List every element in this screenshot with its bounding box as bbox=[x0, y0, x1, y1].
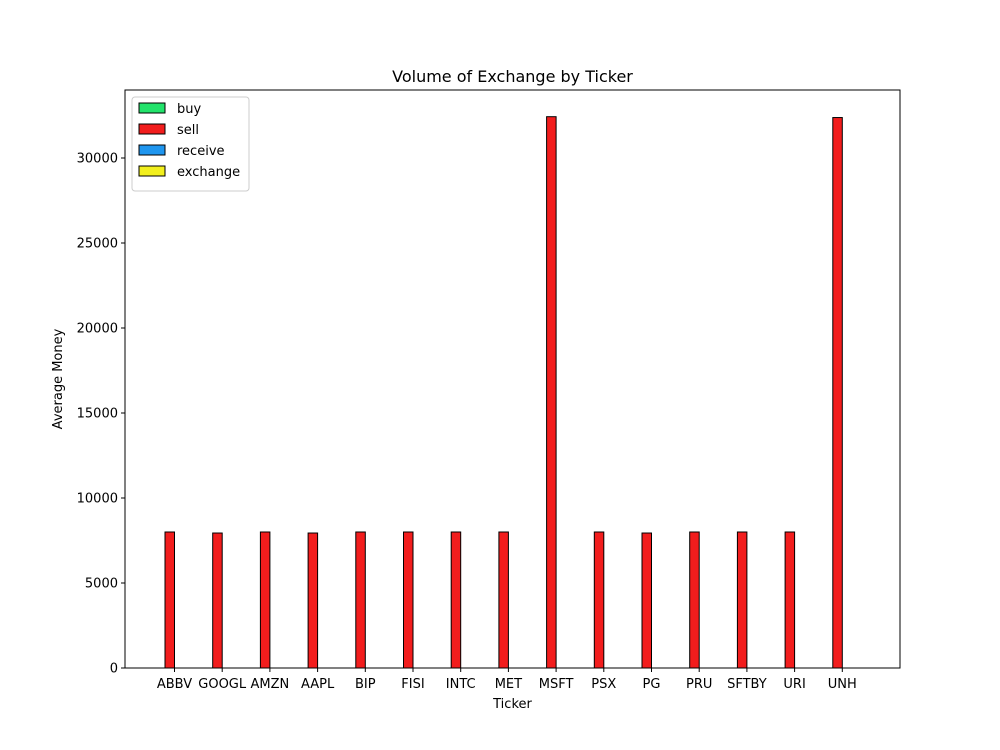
bar-sell-unh bbox=[832, 117, 843, 669]
x-tick-label-psx: PSX bbox=[591, 677, 616, 692]
bar-sell-aapl bbox=[307, 532, 319, 669]
bar-sell-pg bbox=[641, 532, 652, 669]
y-tick-label: 20000 bbox=[77, 322, 118, 337]
chart-title: Volume of Exchange by Ticker bbox=[392, 67, 633, 86]
bar-sell-abbv bbox=[164, 531, 175, 669]
bar-sell-intc bbox=[450, 531, 462, 669]
bar-sell-fisi bbox=[403, 531, 414, 669]
y-axis-label: Average Money bbox=[51, 328, 66, 429]
y-tick-label: 10000 bbox=[77, 492, 118, 507]
bar-sell-uri bbox=[784, 531, 796, 669]
y-axis: 0 5000 10000 15000 20000 25000 30000 bbox=[77, 152, 125, 677]
x-tick-label-uri: URI bbox=[783, 677, 805, 692]
x-tick-label-abbv: ABBV bbox=[157, 677, 192, 692]
y-tick-label: 25000 bbox=[77, 237, 118, 252]
x-tick-label-bip: BIP bbox=[355, 677, 376, 692]
x-tick-label-pru: PRU bbox=[686, 677, 712, 692]
legend: buy sell receive exchange bbox=[131, 96, 250, 192]
legend-swatch-sell bbox=[138, 123, 166, 135]
legend-swatch-receive bbox=[138, 144, 166, 156]
y-tick-label: 0 bbox=[110, 662, 118, 677]
x-tick-label-intc: INTC bbox=[446, 677, 476, 692]
bar-sell-amzn bbox=[259, 531, 271, 669]
x-tick-label-aapl: AAPL bbox=[301, 677, 335, 692]
legend-label-buy: buy bbox=[177, 102, 201, 117]
x-tick-label-googl: GOOGL bbox=[198, 677, 247, 692]
bar-sell-psx bbox=[593, 531, 605, 669]
x-tick-label-fisi: FISI bbox=[401, 677, 424, 692]
plot-frame bbox=[124, 89, 901, 669]
bar-sell-met bbox=[498, 531, 509, 669]
x-tick-label-sftby: SFTBY bbox=[727, 677, 767, 692]
x-tick-label-met: MET bbox=[495, 677, 522, 692]
x-tick-label-msft: MSFT bbox=[539, 677, 574, 692]
legend-label-receive: receive bbox=[177, 144, 225, 159]
y-tick-label: 5000 bbox=[85, 577, 118, 592]
bar-sell-msft bbox=[546, 116, 557, 669]
x-axis: ABBV GOOGL AMZN AAPL BIP FISI INTC MET MSFT PSX PG… bbox=[157, 668, 857, 692]
bars-layer bbox=[164, 116, 843, 669]
x-tick-label-pg: PG bbox=[643, 677, 661, 692]
x-axis-label: Ticker bbox=[492, 697, 532, 712]
legend-label-sell: sell bbox=[177, 123, 199, 138]
y-tick-label: 15000 bbox=[77, 407, 118, 422]
x-tick-label-amzn: AMZN bbox=[251, 677, 290, 692]
x-tick-label-unh: UNH bbox=[828, 677, 857, 692]
y-tick-label: 30000 bbox=[77, 152, 118, 167]
bar-sell-sftby bbox=[736, 531, 748, 669]
bar-sell-googl bbox=[212, 532, 223, 669]
legend-swatch-buy bbox=[138, 102, 166, 114]
bar-sell-bip bbox=[355, 531, 366, 669]
bar-sell-pru bbox=[689, 531, 700, 669]
legend-swatch-exchange bbox=[138, 165, 166, 177]
legend-label-exchange: exchange bbox=[177, 165, 240, 180]
